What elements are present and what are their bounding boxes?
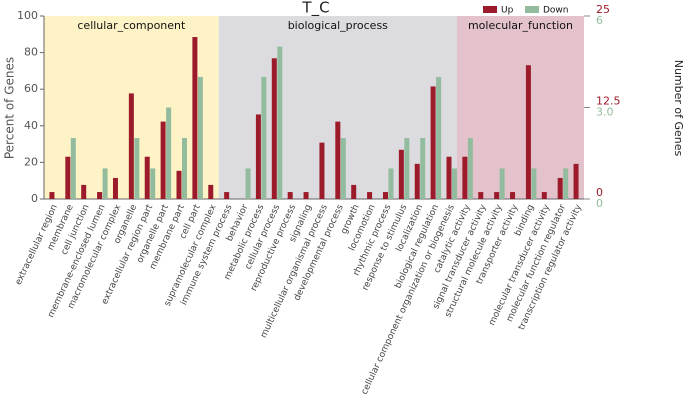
y2-tick-label: 0 <box>596 186 603 199</box>
bar <box>192 37 198 199</box>
bar <box>494 192 500 199</box>
bar <box>70 138 76 199</box>
bar <box>255 114 261 199</box>
y2-tick-label: 6 <box>596 14 603 27</box>
bar <box>557 177 563 199</box>
bar <box>525 65 531 200</box>
bar <box>436 76 442 199</box>
legend-swatch <box>525 6 539 13</box>
bar <box>261 76 267 199</box>
bar <box>452 168 457 199</box>
bar <box>287 192 293 199</box>
y-tick-label: 40 <box>24 119 38 132</box>
y2-tick-label: 12.5 <box>596 95 621 108</box>
bar <box>398 149 404 199</box>
bar <box>382 192 388 199</box>
bar <box>245 168 251 199</box>
bar <box>367 192 373 199</box>
bar <box>573 163 579 199</box>
bar <box>49 192 55 199</box>
legend-label: Up <box>501 6 514 16</box>
y2-tick-label: 0 <box>596 197 603 210</box>
group-label: molecular_function <box>468 19 573 32</box>
y-axis-label: Percent of Genes <box>3 57 17 159</box>
bar <box>144 156 150 199</box>
bar <box>208 184 214 199</box>
bar <box>160 121 166 199</box>
bar <box>531 168 537 199</box>
bar <box>271 58 277 200</box>
bar <box>510 192 516 199</box>
bar <box>340 138 346 199</box>
bar <box>166 107 172 199</box>
y-tick-label: 80 <box>24 46 38 59</box>
bar <box>499 168 505 199</box>
bar <box>541 192 547 199</box>
legend-label: Down <box>543 6 569 16</box>
bar <box>446 156 452 199</box>
bar <box>319 142 325 199</box>
bar <box>224 192 230 199</box>
bar <box>81 184 87 199</box>
bar <box>404 138 410 199</box>
chart-title: T_C <box>301 0 329 18</box>
bar <box>176 170 182 199</box>
bar <box>277 46 283 199</box>
bar <box>65 156 71 199</box>
bar <box>563 168 569 199</box>
bar <box>102 168 108 199</box>
bar <box>197 76 203 199</box>
y2-tick-label: 25 <box>596 3 610 16</box>
group-label: biological_process <box>288 19 388 32</box>
bar <box>462 156 468 199</box>
bar <box>430 86 436 199</box>
bar <box>112 177 118 199</box>
y-tick-label: 60 <box>24 82 38 95</box>
bar <box>467 138 473 199</box>
bar <box>303 192 309 199</box>
legend-swatch <box>483 6 497 13</box>
bar <box>388 168 394 199</box>
y2-tick-label: 3.0 <box>596 106 614 119</box>
y2-axis-label: Number of Genes <box>672 60 685 157</box>
bar <box>150 168 156 199</box>
y-tick-label: 20 <box>24 155 38 168</box>
y-tick-label: 100 <box>17 9 38 22</box>
bar <box>420 138 426 199</box>
bar <box>128 93 134 199</box>
bar <box>414 163 420 199</box>
bar <box>351 184 357 199</box>
y-tick-label: 0 <box>31 192 38 205</box>
bar <box>335 121 341 199</box>
bar <box>182 138 187 199</box>
bar <box>97 192 103 199</box>
bar <box>478 192 484 199</box>
group-background <box>456 16 584 199</box>
bar <box>134 138 140 199</box>
group-label: cellular_component <box>77 19 186 32</box>
